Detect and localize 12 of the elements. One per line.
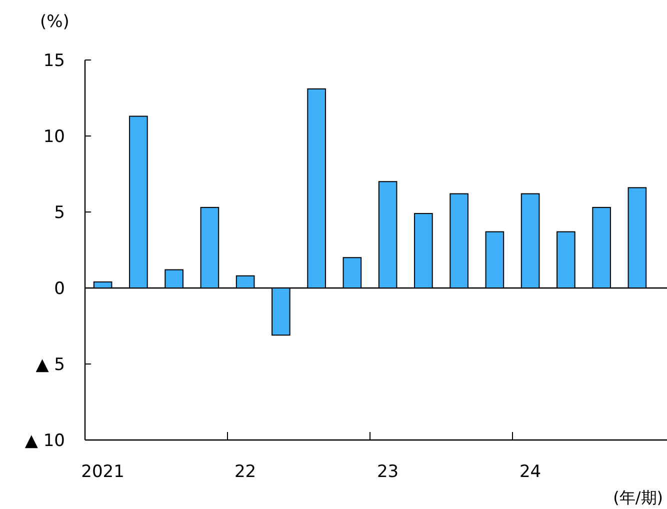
text: (年/期) (613, 488, 663, 507)
x-tick-label: 23 (376, 462, 399, 482)
y-tick-label: 0 (54, 279, 65, 299)
y-tick-label: 10 (43, 127, 65, 147)
y-axis-title: (%) (40, 12, 70, 32)
x-tick-label: 24 (519, 462, 542, 482)
y-tick-label: ▲ 5 (36, 355, 65, 375)
y-tick-label: 15 (43, 51, 65, 71)
x-tick-label: 2021 (81, 462, 124, 482)
y-tick-label: ▲ 10 (24, 431, 65, 451)
y-tick-label: 5 (54, 203, 65, 223)
x-tick-label: 22 (234, 462, 256, 482)
